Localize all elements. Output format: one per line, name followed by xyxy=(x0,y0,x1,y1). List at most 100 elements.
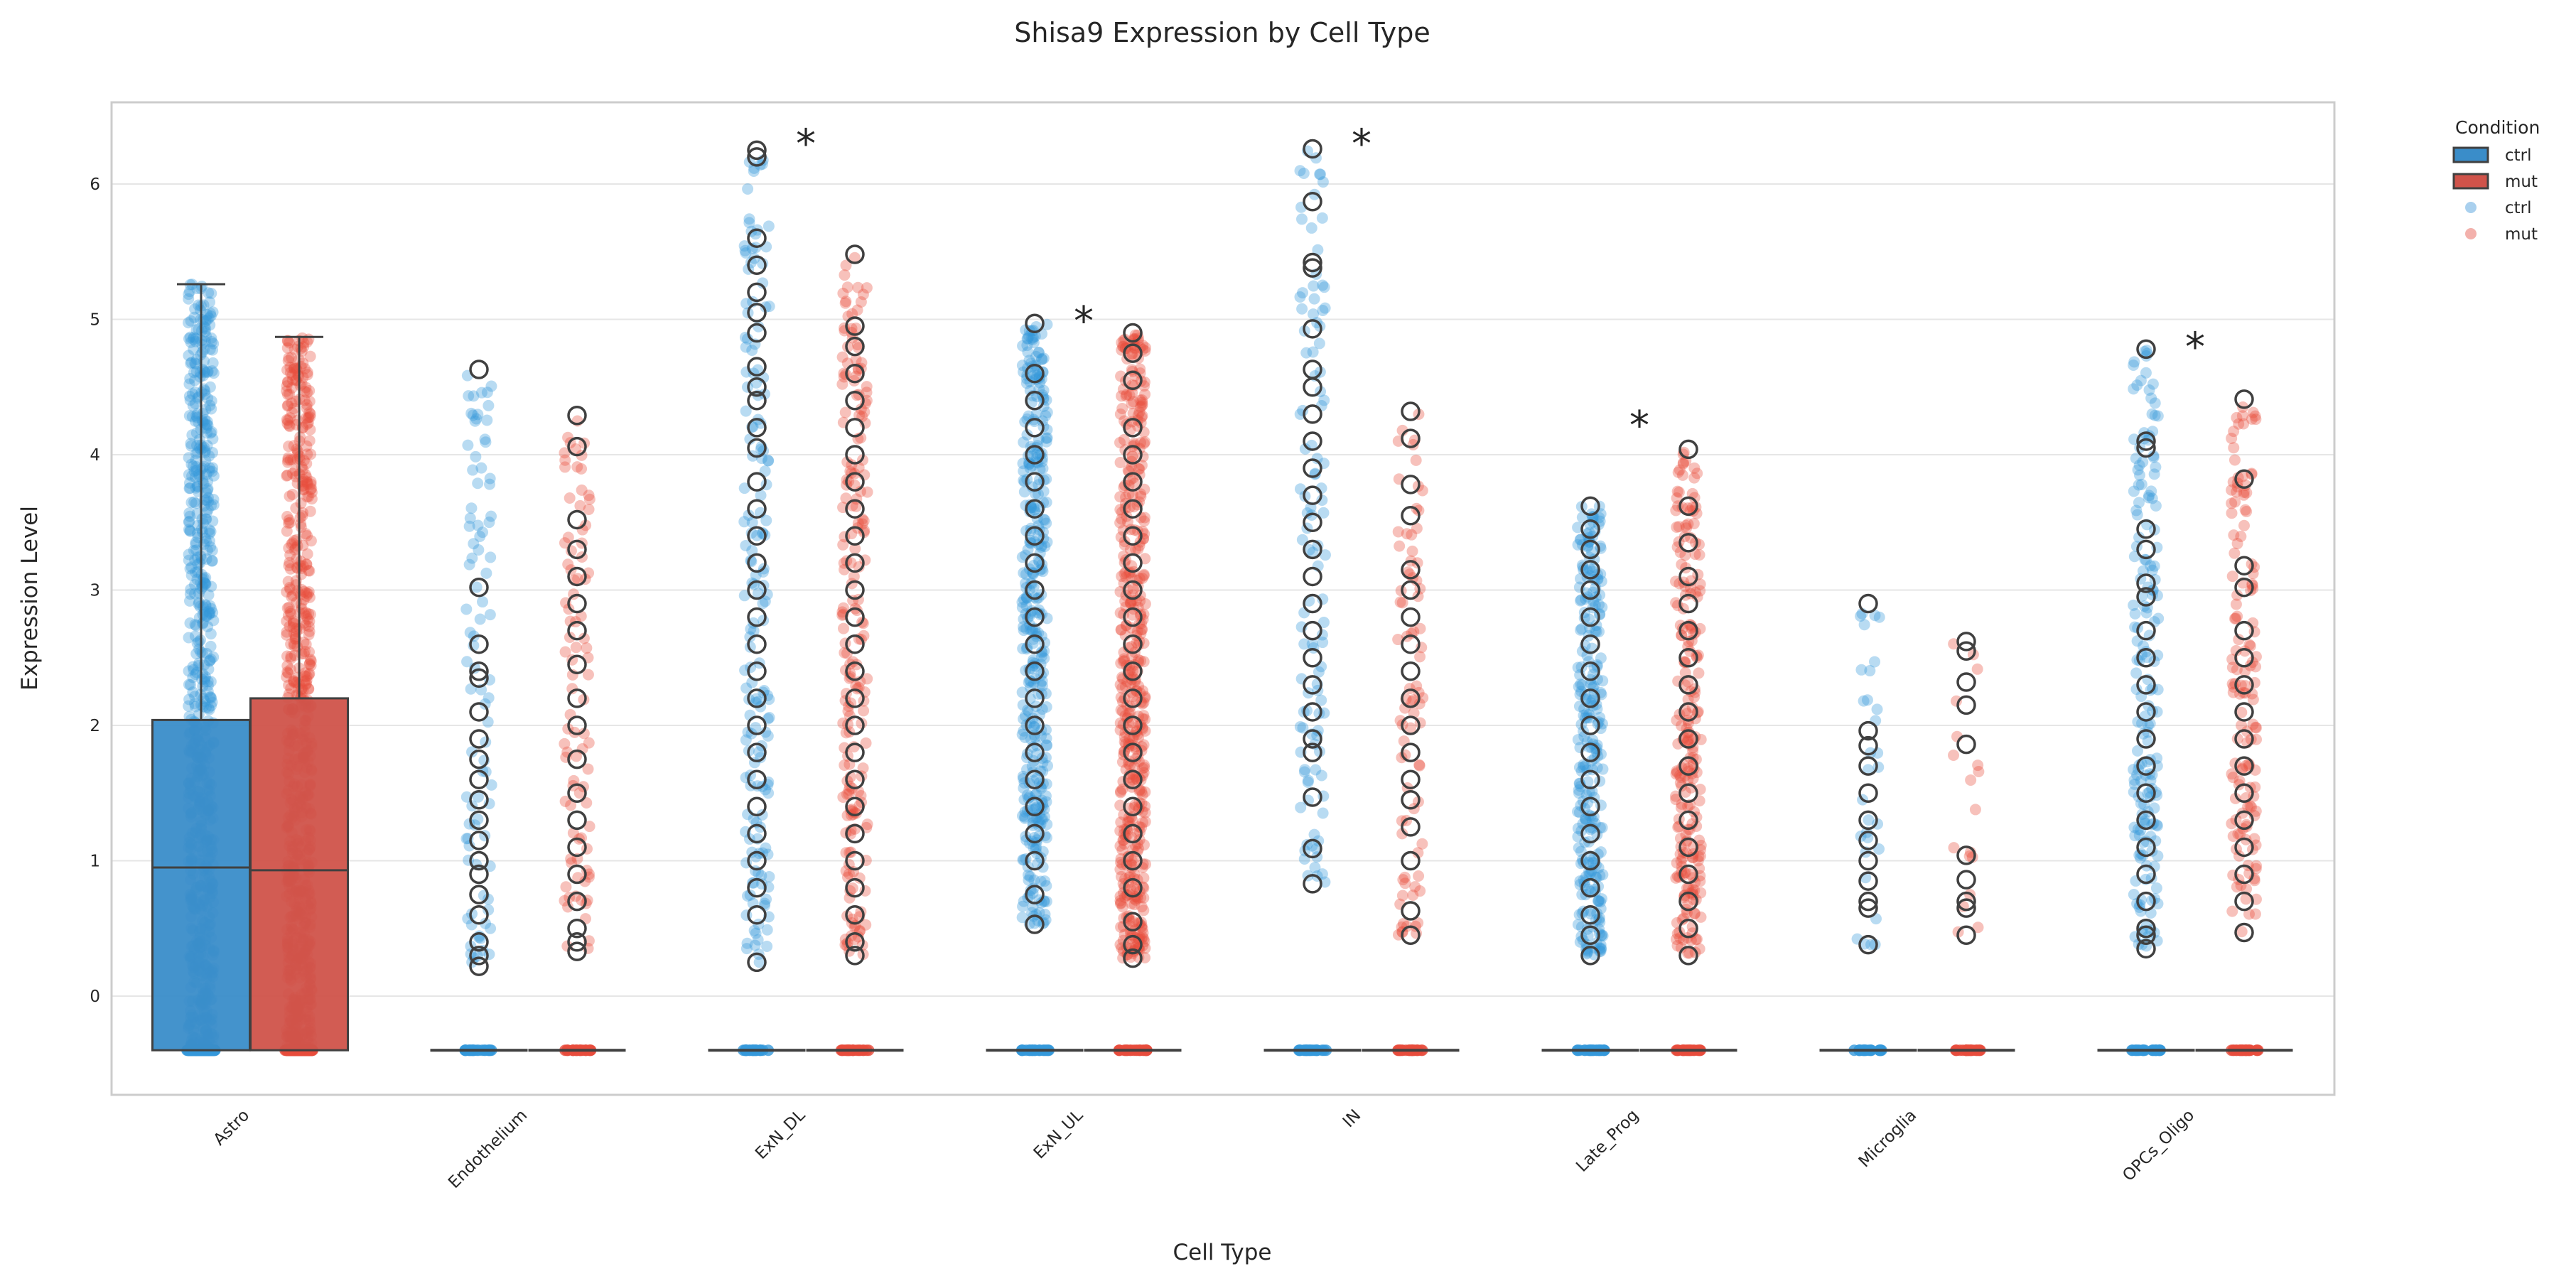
point xyxy=(193,708,205,720)
point xyxy=(282,454,294,466)
point xyxy=(300,382,312,394)
point xyxy=(762,455,774,467)
point xyxy=(188,367,200,379)
point xyxy=(303,435,316,447)
point xyxy=(301,369,313,381)
point xyxy=(204,319,216,331)
point xyxy=(185,440,198,452)
point xyxy=(302,588,314,600)
point xyxy=(468,538,480,550)
point xyxy=(304,408,316,420)
point xyxy=(477,596,489,608)
point xyxy=(200,455,212,467)
point xyxy=(198,477,210,490)
point xyxy=(186,411,198,423)
point xyxy=(744,631,756,643)
point xyxy=(193,442,205,454)
point xyxy=(302,417,314,429)
point xyxy=(2147,378,2159,390)
point xyxy=(559,461,571,473)
point xyxy=(757,277,769,289)
point xyxy=(200,578,212,590)
point xyxy=(294,379,306,391)
point xyxy=(191,573,203,585)
point xyxy=(463,558,475,571)
point xyxy=(205,427,217,439)
point xyxy=(190,566,202,578)
point xyxy=(1136,399,1148,411)
point xyxy=(304,350,316,362)
point xyxy=(292,447,304,459)
point xyxy=(203,605,215,617)
point xyxy=(304,654,316,666)
point xyxy=(1969,804,1981,816)
point xyxy=(286,369,298,381)
point xyxy=(185,336,197,348)
point xyxy=(183,554,195,566)
point xyxy=(464,512,476,524)
point xyxy=(185,497,198,509)
point xyxy=(303,586,315,598)
point xyxy=(466,746,478,758)
point xyxy=(190,427,203,439)
point xyxy=(206,696,218,708)
point xyxy=(285,638,297,650)
point xyxy=(286,537,298,549)
point xyxy=(284,421,296,433)
point xyxy=(189,357,201,369)
point xyxy=(295,555,307,567)
point xyxy=(755,490,767,502)
point xyxy=(205,310,217,322)
point xyxy=(295,361,307,373)
point xyxy=(205,335,217,347)
point xyxy=(200,507,212,519)
point xyxy=(207,462,219,474)
point xyxy=(282,575,294,588)
point xyxy=(483,692,495,704)
point xyxy=(191,283,203,295)
point xyxy=(183,333,195,345)
point xyxy=(839,760,851,772)
point xyxy=(197,580,209,593)
point xyxy=(301,336,313,348)
point xyxy=(757,598,769,610)
point xyxy=(1136,789,1148,801)
point xyxy=(743,217,755,229)
point xyxy=(740,682,753,694)
point xyxy=(197,526,209,538)
point xyxy=(572,573,584,585)
point xyxy=(2131,769,2143,781)
point xyxy=(851,304,863,316)
point xyxy=(1674,546,1686,558)
point xyxy=(560,881,572,893)
points-mut-ExN_UL xyxy=(1113,329,1153,1056)
point xyxy=(1025,333,1038,345)
point xyxy=(295,518,307,530)
point xyxy=(303,669,315,681)
point xyxy=(301,402,313,414)
point xyxy=(1294,165,1306,177)
point xyxy=(1401,528,1413,540)
point xyxy=(281,400,293,412)
point xyxy=(1409,881,1421,893)
point xyxy=(288,363,300,375)
point xyxy=(303,411,315,423)
point xyxy=(1308,280,1320,292)
point xyxy=(301,558,313,571)
point xyxy=(183,317,195,329)
point xyxy=(201,418,213,431)
point xyxy=(1694,585,1706,597)
point xyxy=(202,620,214,632)
point xyxy=(1294,720,1306,733)
point xyxy=(183,468,195,480)
point xyxy=(291,445,303,457)
point xyxy=(205,628,217,640)
point xyxy=(303,490,315,502)
point xyxy=(207,447,219,459)
point xyxy=(836,351,848,363)
point xyxy=(745,728,758,740)
point xyxy=(466,552,478,564)
point xyxy=(282,452,294,464)
point xyxy=(202,365,214,377)
point xyxy=(282,399,294,411)
